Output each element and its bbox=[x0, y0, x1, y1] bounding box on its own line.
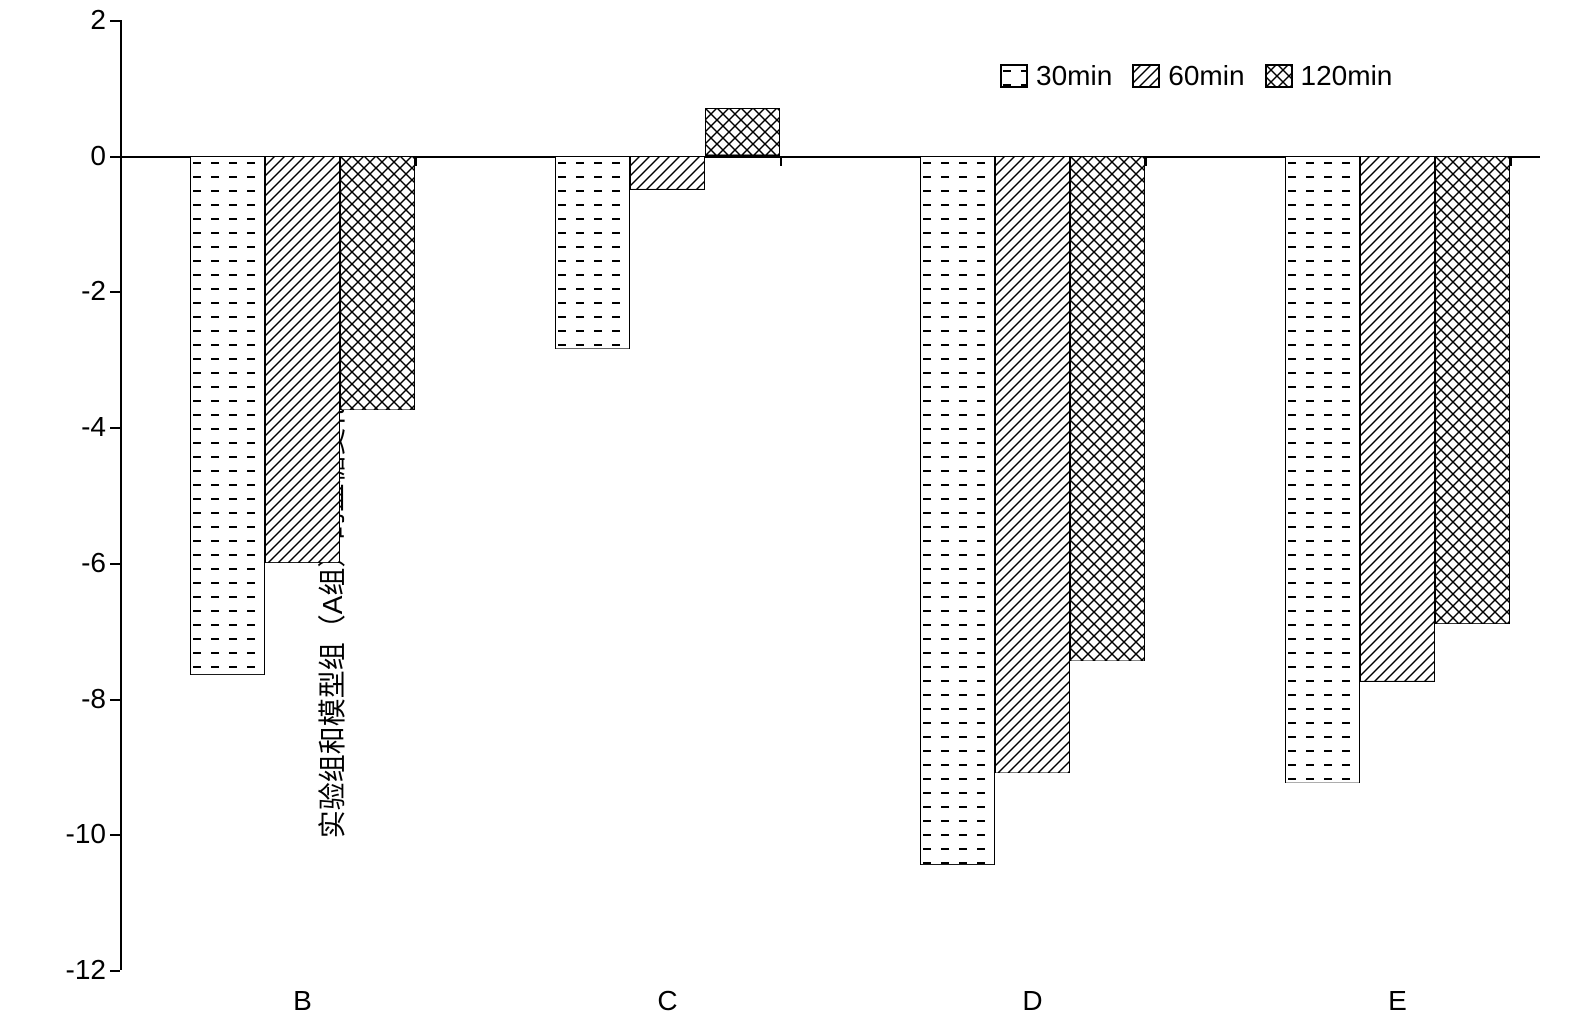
legend-label: 60min bbox=[1168, 60, 1244, 92]
y-tick bbox=[110, 834, 120, 836]
bar bbox=[555, 156, 630, 349]
legend-swatch bbox=[1000, 64, 1028, 88]
y-tick bbox=[110, 427, 120, 429]
y-tick-label: -10 bbox=[66, 818, 106, 850]
plot-area: 20-2-4-6-8-10-12BCDE30min60min120min bbox=[120, 20, 1540, 970]
legend-item: 120min bbox=[1265, 60, 1393, 92]
y-tick-label: -6 bbox=[81, 547, 106, 579]
y-axis-line bbox=[120, 20, 122, 970]
bar bbox=[340, 156, 415, 410]
x-tick-label: E bbox=[1388, 985, 1407, 1017]
bar bbox=[1435, 156, 1510, 624]
y-tick-label: -12 bbox=[66, 954, 106, 986]
y-tick bbox=[110, 156, 120, 158]
bar bbox=[1070, 156, 1145, 662]
x-tick-label: C bbox=[657, 985, 677, 1017]
bar bbox=[630, 156, 705, 190]
x-tick-label: B bbox=[293, 985, 312, 1017]
bar bbox=[1285, 156, 1360, 784]
bar bbox=[265, 156, 340, 563]
bar bbox=[920, 156, 995, 865]
x-tick bbox=[1510, 156, 1512, 166]
legend: 30min 60min 120min bbox=[1000, 60, 1392, 92]
y-tick bbox=[110, 20, 120, 22]
legend-label: 30min bbox=[1036, 60, 1112, 92]
legend-swatch bbox=[1132, 64, 1160, 88]
y-tick bbox=[110, 970, 120, 972]
bar bbox=[995, 156, 1070, 774]
bar bbox=[1360, 156, 1435, 682]
legend-swatch bbox=[1265, 64, 1293, 88]
y-tick-label: -2 bbox=[81, 275, 106, 307]
y-tick-label: -4 bbox=[81, 411, 106, 443]
y-tick-label: -8 bbox=[81, 683, 106, 715]
bar bbox=[190, 156, 265, 675]
legend-item: 60min bbox=[1132, 60, 1244, 92]
legend-item: 30min bbox=[1000, 60, 1112, 92]
y-tick bbox=[110, 291, 120, 293]
y-tick bbox=[110, 699, 120, 701]
chart-container: 实验组和模型组（A组）的血糖变化差值（mmol/L） 20-2-4-6-8-10… bbox=[0, 0, 1574, 1034]
x-tick bbox=[780, 156, 782, 166]
x-tick bbox=[415, 156, 417, 166]
x-tick bbox=[1145, 156, 1147, 166]
bar bbox=[705, 108, 780, 156]
y-tick-label: 2 bbox=[90, 4, 106, 36]
x-tick-label: D bbox=[1022, 985, 1042, 1017]
y-tick bbox=[110, 563, 120, 565]
legend-label: 120min bbox=[1301, 60, 1393, 92]
y-tick-label: 0 bbox=[90, 140, 106, 172]
